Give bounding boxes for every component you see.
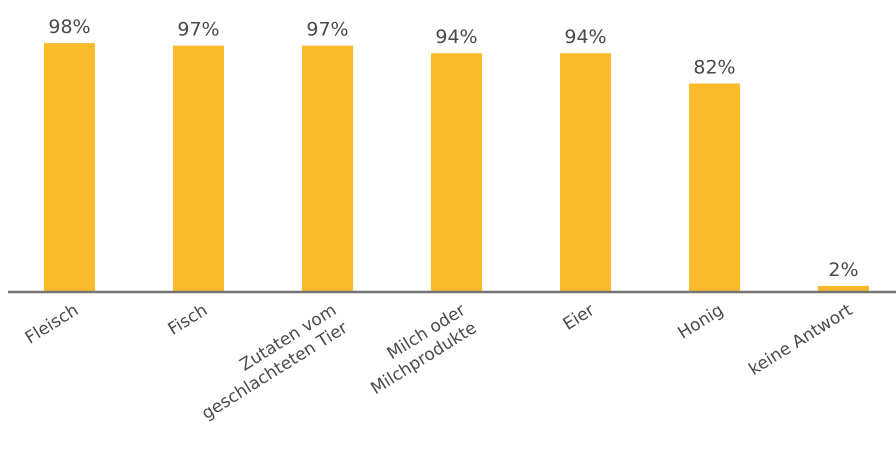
value-label-milch-oder-milchprodukte: 94% xyxy=(435,26,477,48)
category-label-line: Honig xyxy=(675,300,728,343)
category-label-line: Fisch xyxy=(165,300,211,339)
category-label-milch-oder-milchprodukte: Milch oderMilchprodukte xyxy=(356,300,480,399)
category-label-zutaten-vom-geschlachteten-tier: Zutaten vomgeschlachteten Tier xyxy=(187,300,351,424)
category-label-line: Fleisch xyxy=(22,300,82,348)
value-label-honig: 82% xyxy=(693,57,735,79)
category-label-line: Eier xyxy=(560,300,599,334)
value-label-eier: 94% xyxy=(564,26,606,48)
category-label-line: keine Antwort xyxy=(745,300,856,380)
bars-group xyxy=(44,43,869,292)
value-label-fisch: 97% xyxy=(177,19,219,41)
category-label-keine-antwort: keine Antwort xyxy=(745,300,856,380)
bar-keine-antwort xyxy=(818,285,869,291)
bar-zutaten-vom-geschlachteten-tier xyxy=(302,45,353,291)
category-label-fisch: Fisch xyxy=(165,300,211,339)
bar-honig xyxy=(689,83,740,291)
category-label-eier: Eier xyxy=(560,300,599,334)
bar-fleisch xyxy=(44,43,95,291)
value-label-fleisch: 98% xyxy=(48,16,90,38)
bar-milch-oder-milchprodukte xyxy=(431,53,482,292)
category-label-honig: Honig xyxy=(675,300,728,343)
value-label-zutaten-vom-geschlachteten-tier: 97% xyxy=(306,19,348,41)
bar-fisch xyxy=(173,45,224,291)
category-label-fleisch: Fleisch xyxy=(22,300,82,348)
category-labels-group: Fleisch Fisch Zutaten vomgeschlachteten Ti… xyxy=(22,300,857,424)
value-labels-group: 98% 97% 97% 94% 94% 82% 2% xyxy=(48,16,858,281)
value-label-keine-antwort: 2% xyxy=(828,259,858,281)
bar-eier xyxy=(560,53,611,292)
